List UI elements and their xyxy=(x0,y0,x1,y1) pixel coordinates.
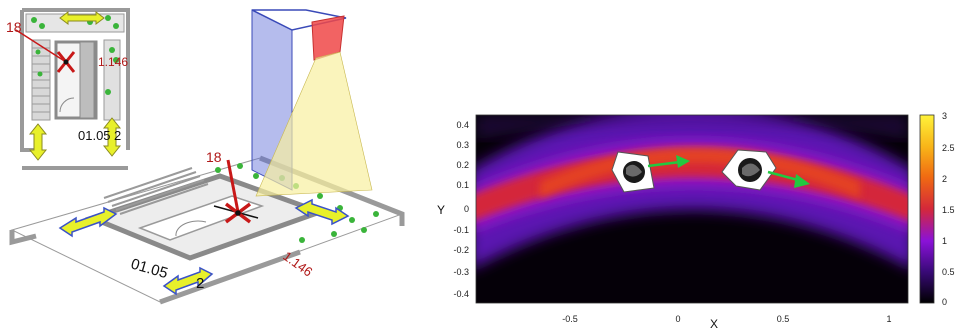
inset-floor-plan: 18 1.146 01.05 2 xyxy=(6,8,130,170)
inset-marker-icon xyxy=(56,51,76,73)
inset-marker-leader xyxy=(15,29,67,63)
robot-right xyxy=(721,149,777,191)
x-tick: -0.5 xyxy=(562,314,578,324)
camera-view-cone xyxy=(255,51,373,197)
colorbar-tick: 0.5 xyxy=(942,267,955,277)
colorbar-tick: 3 xyxy=(942,111,947,121)
heatmap-plot-area xyxy=(476,115,908,303)
perspective-room-suffix: 2 xyxy=(196,275,204,292)
perspective-arrow-left xyxy=(58,206,118,238)
colorbar-tick: 1 xyxy=(942,236,947,246)
y-tick: 0.3 xyxy=(456,140,469,150)
heatmap-top-fade xyxy=(476,115,908,140)
robot-right-detail xyxy=(742,163,760,177)
x-tick: 1 xyxy=(886,314,891,324)
inset-stairs xyxy=(31,39,51,121)
y-tick: 0.4 xyxy=(456,120,469,130)
inset-marker-id: 18 xyxy=(6,19,22,35)
colorbar-tick: 0 xyxy=(942,297,947,307)
colorbar-tick: 2.5 xyxy=(942,143,955,153)
y-tick: -0.4 xyxy=(453,289,469,299)
inset-arrow-left xyxy=(28,123,48,161)
y-axis-label: Y xyxy=(437,203,445,217)
inset-room-label: 01.05 xyxy=(78,128,111,143)
inset-room-suffix: 2 xyxy=(114,128,121,143)
motion-vector-right xyxy=(767,170,810,188)
y-tick: 0.1 xyxy=(456,180,469,190)
colorbar: 3 2.5 2 1.5 1 0.5 0 xyxy=(919,111,955,307)
robot-left-detail xyxy=(626,164,642,177)
y-axis: 0.4 0.3 0.2 0.1 0 -0.1 -0.2 -0.3 -0.4 Y xyxy=(437,120,469,299)
x-tick: 0 xyxy=(675,314,680,324)
x-tick: 0.5 xyxy=(777,314,790,324)
y-tick: -0.1 xyxy=(453,225,469,235)
perspective-arrow-right xyxy=(294,198,350,226)
y-tick: -0.2 xyxy=(453,245,469,255)
perspective-arrow-bottom xyxy=(162,266,214,296)
colorbar-gradient xyxy=(919,114,935,304)
perspective-stairs xyxy=(103,167,209,215)
perspective-door-arc xyxy=(175,220,207,237)
inset-arrow-right xyxy=(102,117,122,157)
x-axis-label: X xyxy=(710,317,718,331)
robot-left xyxy=(611,151,655,193)
colorbar-tick: 2 xyxy=(942,174,947,184)
inset-door-arc xyxy=(59,97,75,113)
camera-top-frame xyxy=(251,9,347,31)
perspective-view: 18 1.146 01.05 2 xyxy=(9,9,405,305)
perspective-marker-id: 18 xyxy=(206,149,222,165)
y-tick: 0.2 xyxy=(456,160,469,170)
y-tick: 0 xyxy=(464,204,469,214)
inset-dimension-label: 1.146 xyxy=(98,55,128,69)
perspective-marker-icon xyxy=(213,202,259,224)
inset-wall-right xyxy=(22,8,130,150)
x-axis: -0.5 0 0.5 1 X xyxy=(562,314,891,331)
y-tick: -0.3 xyxy=(453,267,469,277)
perspective-wall-front xyxy=(159,249,301,305)
inset-column xyxy=(79,41,95,119)
inset-arrow-top xyxy=(59,11,105,25)
perspective-marker-leader xyxy=(226,159,240,213)
perspective-wall-left xyxy=(9,230,37,246)
heatmap-panel: 0.4 0.3 0.2 0.1 0 -0.1 -0.2 -0.3 -0.4 Y … xyxy=(437,111,955,331)
motion-vector-left xyxy=(647,155,690,168)
colorbar-tick: 1.5 xyxy=(942,205,955,215)
heatmap-frame xyxy=(475,114,909,304)
